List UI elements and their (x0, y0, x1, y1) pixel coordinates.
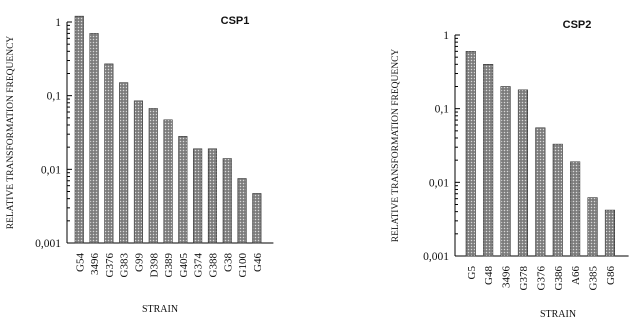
bar-g386 (552, 143, 563, 257)
bar-g383 (119, 82, 129, 244)
x-tick-label: G386 (553, 266, 565, 291)
bar-a66 (570, 161, 581, 257)
bar-g100 (237, 178, 247, 244)
y-tick-label: 0,001 (35, 238, 61, 250)
x-tick-label: G383 (119, 253, 131, 278)
bar-g54 (74, 15, 84, 244)
y-tick-label: 0,001 (423, 251, 449, 263)
x-tick-label: G374 (193, 253, 205, 278)
bar-g38 (222, 158, 232, 244)
bar-g46 (252, 193, 262, 244)
bar-g389 (163, 119, 173, 244)
bar-g388 (207, 148, 217, 244)
x-tick-label: G405 (178, 253, 190, 278)
bar-g374 (193, 148, 203, 244)
y-tick-label: 1 (55, 17, 61, 29)
bar-g378 (517, 89, 529, 257)
chart-title: CSP2 (563, 19, 592, 31)
bar-g385 (587, 197, 598, 257)
x-axis-label: STRAIN (540, 309, 576, 320)
bar-3496 (89, 33, 99, 244)
x-tick-label: G376 (104, 253, 116, 278)
x-tick-label: G100 (237, 253, 249, 278)
y-tick-label: 0,1 (47, 91, 62, 103)
bar-g405 (178, 136, 188, 244)
x-tick-label: G376 (535, 266, 547, 291)
bar-g376 (535, 127, 546, 257)
x-tick-label: G5 (466, 266, 478, 280)
bar-3496 (500, 86, 511, 257)
x-tick-label: G48 (483, 266, 495, 285)
bar-g86 (604, 209, 616, 257)
y-axis-label: RELATIVE TRANSFORMATION FREQUENCY (391, 49, 401, 243)
x-tick-label: G86 (605, 266, 617, 285)
y-tick-label: 0,01 (429, 177, 449, 189)
bar-d398 (148, 108, 158, 244)
x-tick-label: G378 (518, 266, 530, 291)
x-axis-label: STRAIN (142, 304, 178, 315)
x-tick-label: G38 (222, 253, 234, 272)
bar-g99 (133, 100, 143, 244)
y-tick-label: 0,01 (41, 164, 61, 176)
y-tick-label: 1 (443, 30, 449, 42)
y-tick-label: 0,1 (435, 104, 450, 116)
x-tick-label: G99 (133, 253, 145, 272)
bar-g5 (465, 51, 476, 257)
x-tick-label: A66 (570, 266, 582, 285)
x-tick-label: G54 (74, 253, 86, 272)
bar-g376 (104, 63, 114, 244)
x-tick-label: 3496 (501, 266, 513, 289)
x-tick-label: 3496 (89, 253, 101, 276)
x-tick-label: D398 (148, 253, 160, 278)
chart-title: CSP1 (221, 15, 250, 27)
y-axis-label: RELATIVE TRANSFORMATION FREQUENCY (6, 36, 16, 230)
x-tick-label: G389 (163, 253, 175, 278)
chart-csp2: 1 0,1 0,01 0,001 G5 G48 3496 G378 G376 G386 A66 G38… (391, 19, 629, 320)
bar-g48 (483, 64, 494, 257)
x-tick-label: G46 (252, 253, 264, 272)
x-tick-label: G388 (207, 253, 219, 278)
x-tick-label: G385 (588, 266, 600, 291)
